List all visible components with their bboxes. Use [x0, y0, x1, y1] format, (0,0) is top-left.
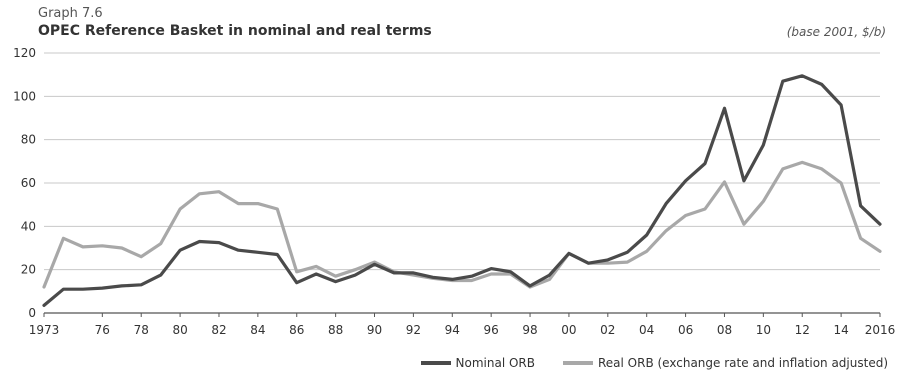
x-tick-label: 08 — [717, 323, 732, 337]
y-tick-label: 40 — [21, 219, 36, 233]
legend-item-nominal: Nominal ORB — [420, 356, 535, 370]
x-tick-label: 12 — [795, 323, 810, 337]
x-tick-label: 00 — [561, 323, 576, 337]
x-tick-label: 2016 — [865, 323, 896, 337]
x-tick-label: 14 — [833, 323, 848, 337]
x-tick-label: 82 — [211, 323, 226, 337]
x-tick-label: 94 — [445, 323, 460, 337]
x-tick-label: 86 — [289, 323, 304, 337]
chart-legend: Nominal ORB Real ORB (exchange rate and … — [399, 356, 888, 370]
y-tick-label: 0 — [28, 306, 36, 320]
chart-title: OPEC Reference Basket in nominal and rea… — [38, 23, 432, 39]
x-tick-label: 76 — [95, 323, 110, 337]
chart-unit-label: (base 2001, $/b) — [786, 25, 886, 39]
legend-item-real: Real ORB (exchange rate and inflation ad… — [562, 356, 888, 370]
x-tick-label: 92 — [406, 323, 421, 337]
x-tick-label: 1973 — [29, 323, 60, 337]
legend-swatch-nominal — [420, 361, 451, 365]
y-tick-label: 120 — [13, 46, 36, 60]
series-line-nominal — [42, 74, 882, 307]
x-tick-label: 80 — [172, 323, 187, 337]
x-tick-label: 02 — [600, 323, 615, 337]
legend-swatch-real — [562, 361, 593, 365]
x-tick-label: 88 — [328, 323, 343, 337]
y-tick-label: 100 — [13, 89, 36, 103]
series-line-real — [42, 160, 882, 289]
x-tick-label: 84 — [250, 323, 265, 337]
x-tick-label: 78 — [134, 323, 149, 337]
x-tick-label: 04 — [639, 323, 654, 337]
x-tick-label: 06 — [678, 323, 693, 337]
y-tick-label: 60 — [21, 176, 36, 190]
legend-label-real: Real ORB (exchange rate and inflation ad… — [597, 356, 888, 370]
x-tick-label: 96 — [484, 323, 499, 337]
x-tick-label: 98 — [522, 323, 537, 337]
y-tick-label: 20 — [21, 263, 36, 277]
x-tick-label: 10 — [756, 323, 771, 337]
x-tick-label: 90 — [367, 323, 382, 337]
graph-number: Graph 7.6 — [38, 6, 103, 21]
legend-label-nominal: Nominal ORB — [455, 356, 535, 370]
y-tick-label: 80 — [21, 133, 36, 147]
